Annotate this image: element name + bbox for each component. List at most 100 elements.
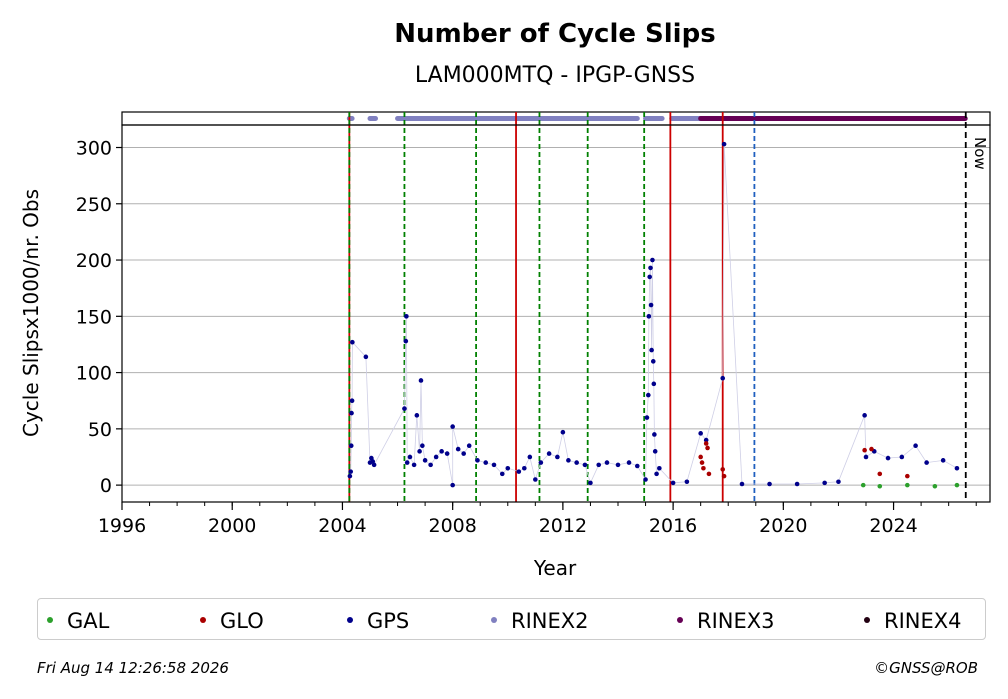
data-point-glo (698, 454, 703, 460)
data-point-gps (546, 451, 552, 456)
data-point-gps (698, 431, 703, 436)
chart: Number of Cycle Slips LAM000MTQ - IPGP-G… (19, 19, 991, 580)
data-point-gps (491, 462, 497, 468)
data-point-gps (555, 454, 560, 460)
data-point-gal (905, 482, 910, 488)
data-point-gps (652, 432, 657, 437)
data-point-gps (417, 449, 422, 454)
data-point-gps (794, 481, 800, 487)
data-point-gal (877, 483, 883, 489)
legend-item-rinex3: RINEX3 (677, 609, 775, 633)
data-point-gps (652, 449, 658, 454)
data-point-gps (349, 410, 354, 416)
data-point-glo (701, 465, 706, 471)
data-point-gps (924, 460, 929, 465)
data-point-gps (654, 471, 659, 477)
x-tick-label: 2000 (208, 515, 256, 537)
legend-label: GLO (220, 609, 264, 633)
data-point-gps (643, 477, 648, 482)
data-point-gps (626, 460, 632, 465)
data-point-gps (475, 458, 480, 463)
data-point-gps (650, 359, 656, 364)
data-point-gps (422, 458, 428, 463)
data-point-gps (444, 451, 450, 456)
data-point-glo (869, 446, 874, 452)
data-point-gps (648, 302, 654, 308)
data-point-gps (349, 398, 355, 404)
data-point-gps (428, 462, 433, 468)
data-point-gps (822, 480, 827, 486)
legend-marker-icon (864, 617, 870, 623)
data-point-gps (533, 477, 538, 482)
legend-label: GPS (367, 609, 410, 633)
data-point-gps (527, 454, 533, 460)
legend-label: RINEX2 (511, 609, 589, 633)
data-point-gps (418, 378, 424, 383)
data-point-gps (348, 443, 354, 449)
data-point-gps (363, 354, 369, 360)
data-point-gps (670, 480, 676, 486)
data-point-glo (699, 460, 705, 465)
legend-item-rinex2: RINEX2 (491, 609, 589, 633)
data-point-gps (516, 469, 522, 474)
chart-title: Number of Cycle Slips (394, 19, 715, 49)
plot-frame (121, 124, 991, 503)
data-point-glo (705, 445, 710, 451)
data-point-gps (402, 406, 407, 411)
data-point-gps (371, 462, 377, 468)
legend-marker-icon (200, 617, 206, 623)
data-point-gps (588, 480, 593, 486)
x-tick-label: 2016 (649, 515, 697, 537)
footer-credit: ©GNSS@ROB (874, 659, 978, 677)
legend-item-gps: GPS (347, 609, 409, 633)
legend-label: GAL (67, 609, 110, 633)
plot-area: Now 0 50 100 150 200 250 300 1996 2000 2004 2008 201… (76, 111, 991, 537)
data-point-gps (767, 481, 772, 487)
data-point-glo (877, 471, 883, 477)
legend-item-rinex4: RINEX4 (864, 609, 962, 633)
legend-label: RINEX3 (697, 609, 775, 633)
data-point-gps (913, 443, 918, 449)
data-point-gal (932, 483, 938, 489)
x-tick-label: 2012 (539, 515, 587, 537)
data-point-gps (455, 446, 461, 452)
data-point-gps (538, 460, 544, 465)
data-point-gps (885, 455, 891, 461)
data-point-gps (836, 479, 841, 485)
x-tick-label: 1996 (98, 515, 146, 537)
data-point-gps (433, 454, 439, 460)
data-point-gps (647, 274, 652, 280)
data-point-gps (644, 415, 650, 420)
data-point-gps (404, 460, 410, 465)
legend-marker-icon (491, 617, 497, 623)
x-tick-label: 2004 (318, 515, 366, 537)
data-point-gps (414, 413, 420, 418)
data-point-gps (499, 471, 505, 477)
data-point-gps (650, 257, 655, 263)
gps-trace-line (349, 144, 958, 486)
data-point-gps (450, 424, 455, 429)
x-tick-label: 2020 (759, 515, 807, 537)
data-point-gps (863, 454, 869, 460)
y-tick-label: 50 (88, 419, 112, 441)
data-point-gps (350, 339, 355, 345)
data-point-gps (560, 429, 566, 435)
data-point-gps (407, 454, 413, 460)
data-point-gps (703, 437, 709, 443)
data-point-gps (739, 481, 745, 487)
y-tick-label: 100 (76, 363, 112, 385)
data-point-gps (466, 443, 472, 449)
data-point-gal (860, 482, 866, 488)
legend-label: RINEX4 (884, 609, 962, 633)
data-point-gps (657, 465, 662, 471)
data-point-gps (721, 141, 727, 147)
data-point-gal (954, 482, 960, 488)
data-point-gps (404, 314, 409, 319)
x-tick-label: 2008 (428, 515, 476, 537)
data-point-gps (582, 462, 588, 468)
y-axis-label: Cycle Slipsx1000/nr. Obs (19, 189, 43, 437)
y-tick-label: 300 (76, 138, 112, 160)
data-point-glo (706, 471, 712, 477)
y-tick-label: 200 (76, 250, 112, 272)
data-point-gps (461, 451, 466, 456)
